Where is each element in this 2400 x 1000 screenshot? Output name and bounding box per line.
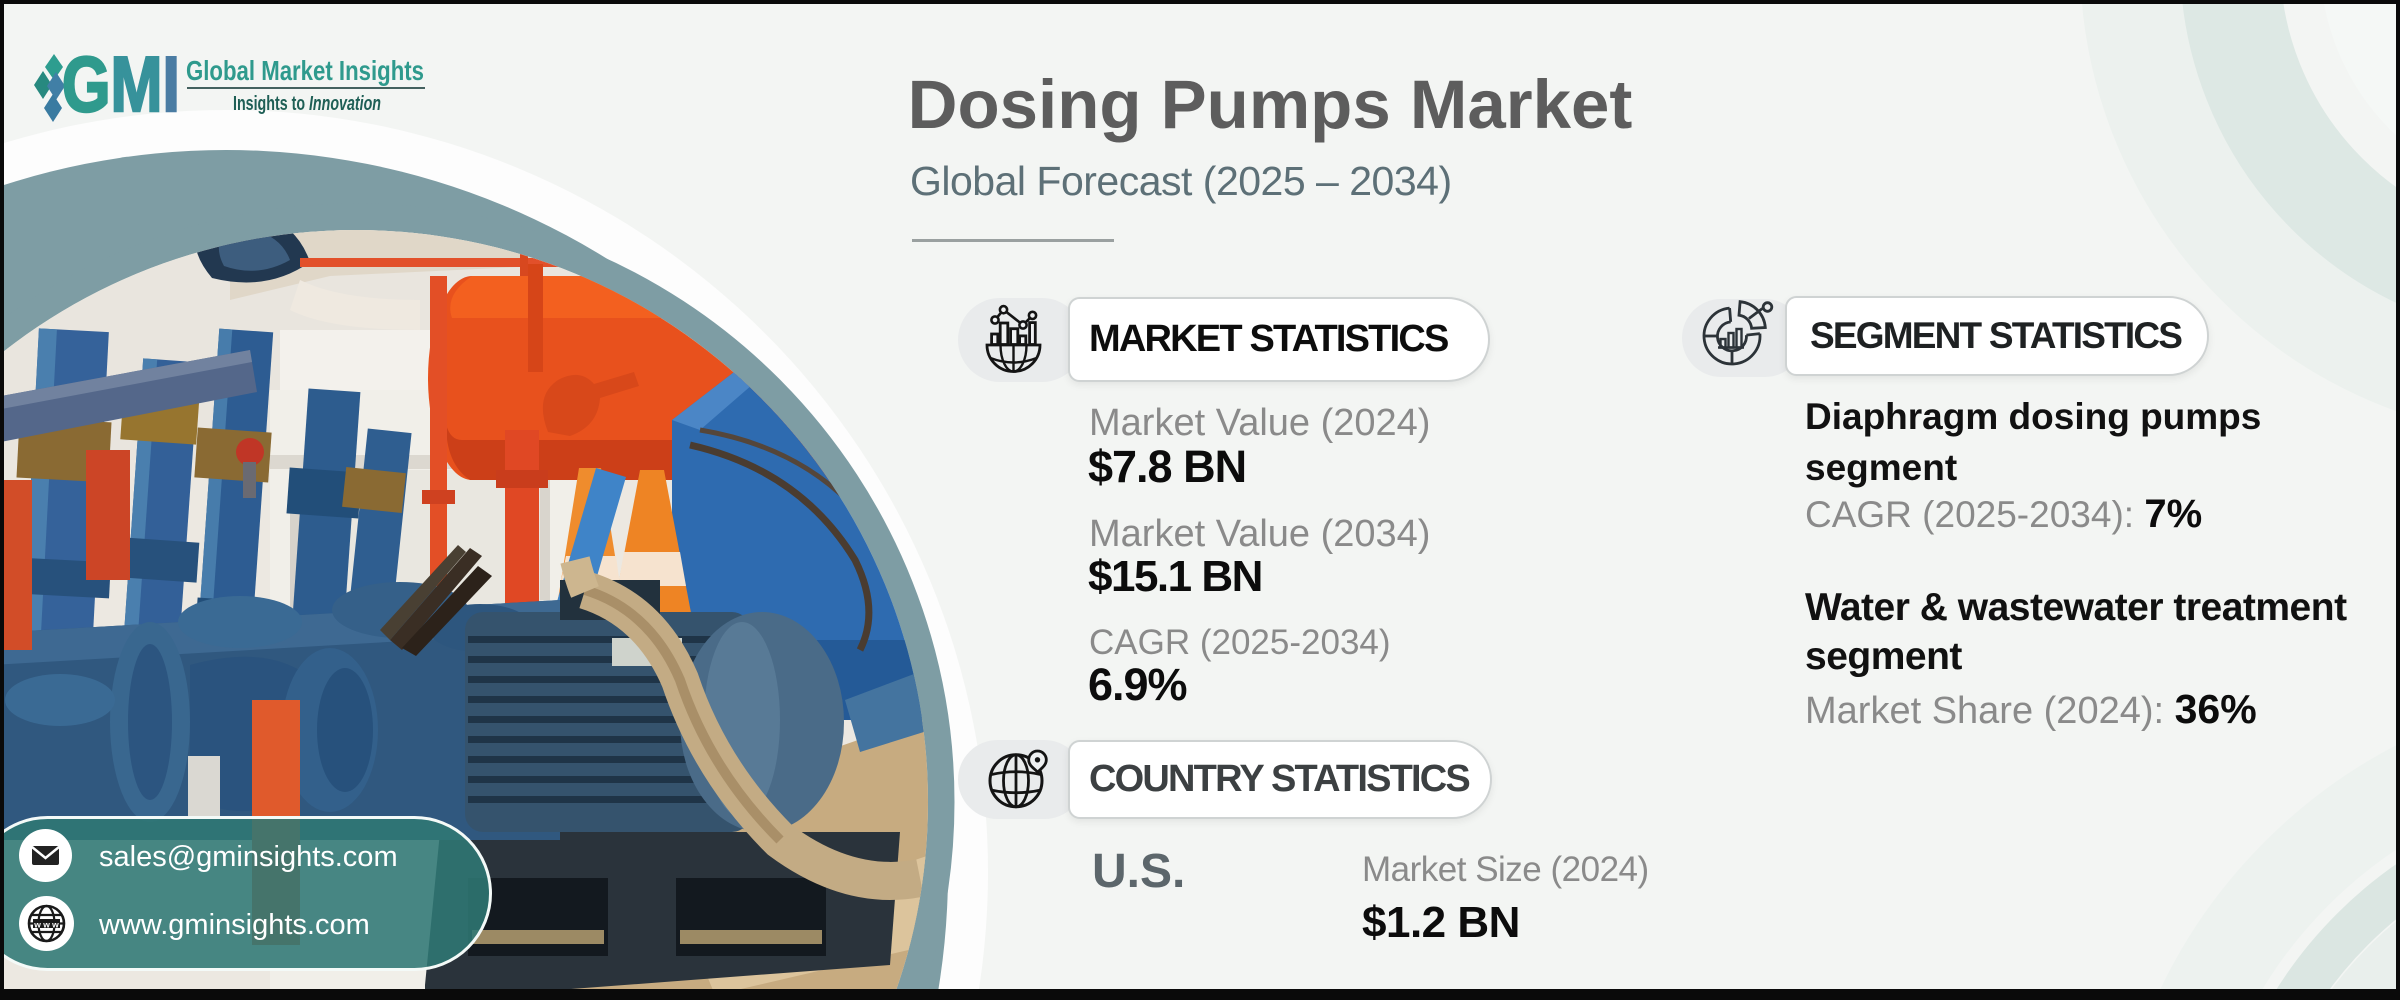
svg-text:GMI: GMI — [62, 40, 180, 127]
svg-text:Insights to Innovation: Insights to Innovation — [233, 93, 381, 115]
svg-text:w w w: w w w — [33, 920, 59, 930]
svg-text:Global Market Insights: Global Market Insights — [186, 55, 424, 86]
